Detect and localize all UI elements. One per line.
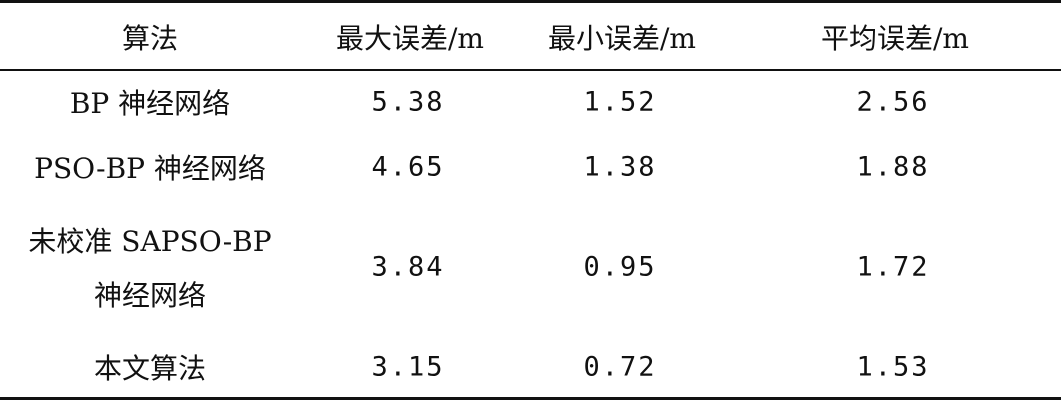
cell-max: 4.65 [371, 151, 445, 183]
header-avg-error: 平均误差/m [821, 22, 969, 55]
cell-algorithm: PSO-BP 神经网络 [34, 152, 266, 185]
cell-avg: 1.72 [856, 251, 930, 283]
cell-min: 1.52 [583, 86, 657, 118]
header-max-error: 最大误差/m [336, 22, 484, 55]
cell-min: 0.95 [583, 251, 657, 283]
cell-max: 3.84 [371, 251, 445, 283]
cell-avg: 1.53 [856, 351, 930, 383]
cell-algorithm-line1: 未校准 SAPSO-BP [28, 225, 272, 258]
cell-algorithm: BP 神经网络 [69, 87, 231, 120]
top-rule [0, 0, 1061, 3]
header-rule [0, 69, 1061, 71]
cell-max: 3.15 [371, 351, 445, 383]
cell-algorithm: 本文算法 [93, 352, 207, 385]
header-min-error: 最小误差/m [548, 22, 696, 55]
header-algorithm: 算法 [121, 22, 179, 55]
cell-avg: 1.88 [856, 151, 930, 183]
cell-algorithm-line2: 神经网络 [93, 279, 207, 312]
cell-avg: 2.56 [856, 86, 930, 118]
cell-min: 0.72 [583, 351, 657, 383]
bottom-rule [0, 397, 1061, 400]
cell-min: 1.38 [583, 151, 657, 183]
cell-max: 5.38 [371, 86, 445, 118]
